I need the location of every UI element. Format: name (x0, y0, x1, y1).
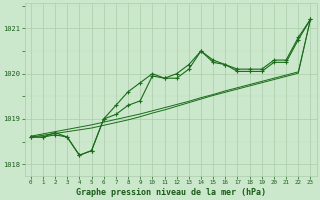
X-axis label: Graphe pression niveau de la mer (hPa): Graphe pression niveau de la mer (hPa) (76, 188, 266, 197)
